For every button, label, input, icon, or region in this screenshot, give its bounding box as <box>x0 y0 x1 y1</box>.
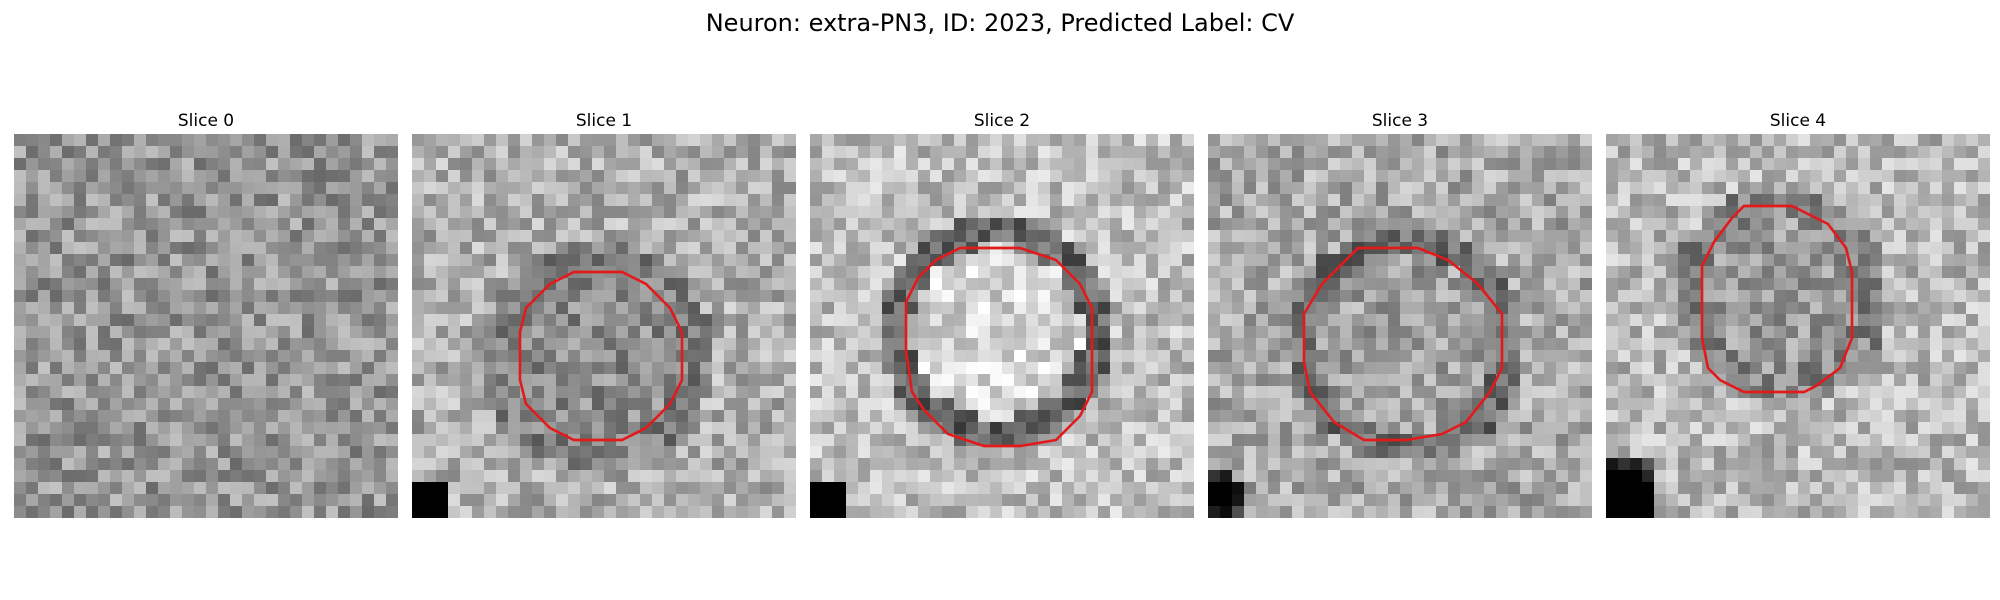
slice-image-0 <box>14 134 398 518</box>
slice-panel-4: Slice 4 <box>1606 108 1990 518</box>
segmentation-contour <box>1302 246 1504 442</box>
slice-title: Slice 3 <box>1371 111 1429 131</box>
segmentation-contour <box>1700 204 1854 394</box>
slice-panel-2: Slice 2 <box>810 108 1194 518</box>
slice-title: Slice 4 <box>1769 111 1827 131</box>
slice-image-2 <box>810 134 1194 518</box>
figure-title: Neuron: extra-PN3, ID: 2023, Predicted L… <box>705 9 1295 37</box>
slice-image-1 <box>412 134 796 518</box>
segmentation-contour <box>904 246 1094 448</box>
slice-image-3 <box>1208 134 1592 518</box>
slice-panel-3: Slice 3 <box>1208 108 1592 518</box>
slice-image-4 <box>1606 134 1990 518</box>
segmentation-contour <box>518 270 684 442</box>
slice-panel-1: Slice 1 <box>412 108 796 518</box>
slice-title: Slice 0 <box>177 111 235 131</box>
slice-title: Slice 1 <box>575 111 633 131</box>
slice-panel-0: Slice 0 <box>14 108 398 518</box>
slice-title: Slice 2 <box>973 111 1031 131</box>
